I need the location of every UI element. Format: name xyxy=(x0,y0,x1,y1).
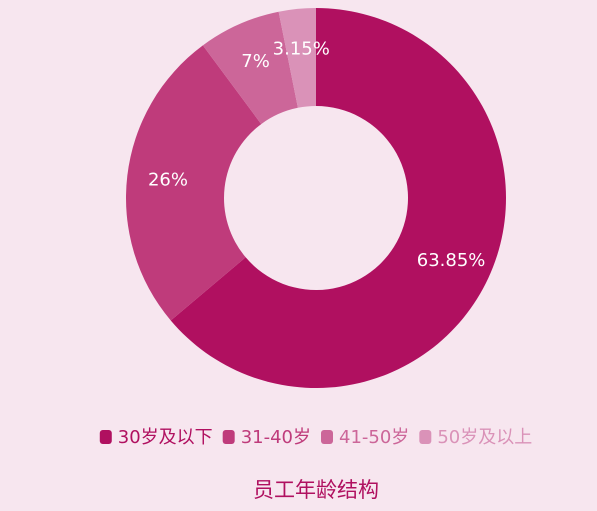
pie-slice xyxy=(202,11,298,125)
slice-label: 26% xyxy=(148,170,188,191)
legend-marker xyxy=(222,430,235,444)
chart-title: 员工年龄结构 xyxy=(253,478,379,502)
slice-label: 3.15% xyxy=(273,39,330,60)
slice-label: 7% xyxy=(241,51,270,72)
legend-label: 31-40岁 xyxy=(241,427,311,448)
slice-label: 63.85% xyxy=(417,250,486,271)
pie-slice xyxy=(278,8,316,108)
legend-marker xyxy=(99,430,112,444)
legend-marker xyxy=(321,430,333,444)
legend-label: 41-50岁 xyxy=(339,427,409,448)
legend-marker xyxy=(419,430,432,444)
pie-slice xyxy=(125,45,262,321)
pie-slice xyxy=(170,8,506,388)
legend-label: 30岁及以下 xyxy=(118,427,213,448)
legend-label: 50岁及以上 xyxy=(437,427,532,448)
